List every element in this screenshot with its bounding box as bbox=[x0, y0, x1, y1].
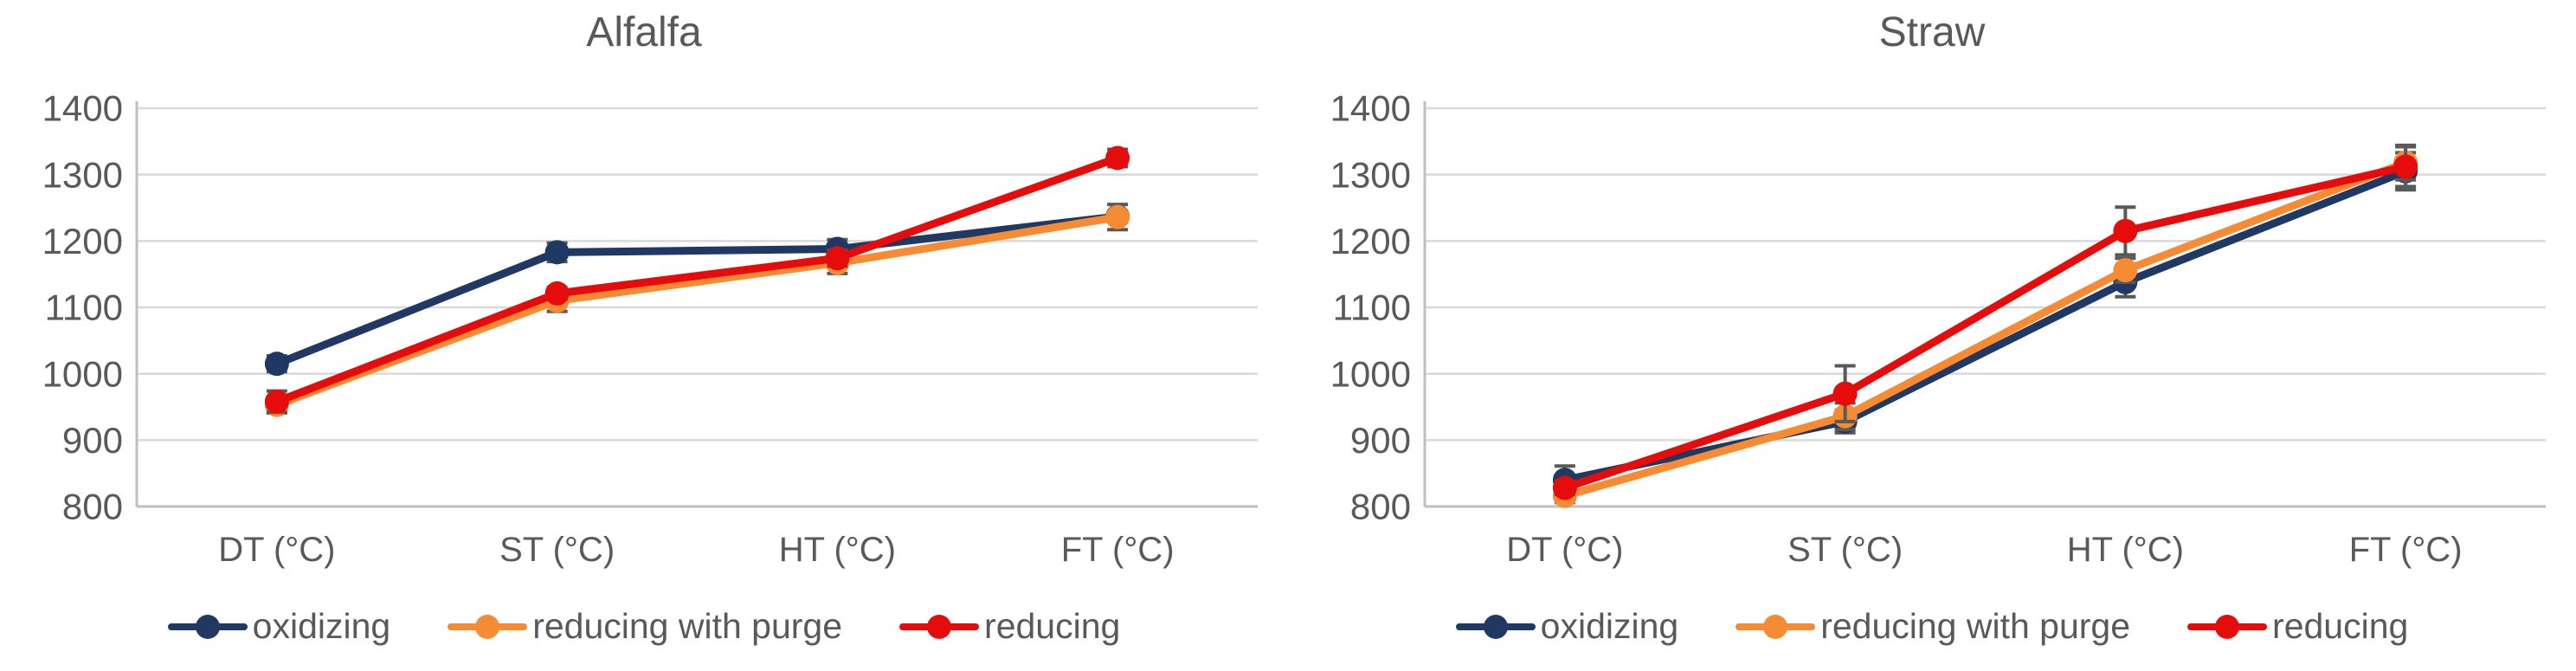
legend-item-reducing: reducing bbox=[2187, 606, 2408, 647]
x-category-label: ST (°C) bbox=[499, 531, 615, 569]
reducing-line-marker-icon bbox=[2187, 614, 2268, 640]
straw-chart-canvas: 800 900 1000 1100 1200 1300 1400 DT (°C) ST (°C)… bbox=[1330, 88, 2546, 569]
data-point-reducing bbox=[1832, 381, 1858, 406]
series-line-oxidizing bbox=[273, 212, 1122, 368]
legend-item-oxidizing: oxidizing bbox=[1455, 606, 1679, 647]
legend-item-reducing-with-purge: reducing with purge bbox=[1736, 606, 2130, 647]
y-tick-label: 900 bbox=[1350, 420, 1411, 461]
legend-item-reducing: reducing bbox=[899, 606, 1120, 647]
reducing-with-purge-line-marker-icon bbox=[1736, 614, 1816, 640]
reducing-line-marker-icon bbox=[899, 614, 980, 640]
data-point-reducing bbox=[1105, 145, 1130, 171]
y-tick-label: 1100 bbox=[45, 287, 123, 328]
data-point-reducing bbox=[825, 246, 850, 271]
x-category-label: DT (°C) bbox=[218, 531, 335, 569]
y-tick-label: 1100 bbox=[1333, 287, 1411, 328]
y-tick-label: 1200 bbox=[42, 221, 123, 261]
x-category-label: HT (°C) bbox=[2067, 531, 2184, 569]
x-category-label: ST (°C) bbox=[1787, 531, 1903, 569]
legend-label-reducing-with-purge: reducing with purge bbox=[1820, 606, 2131, 646]
series-line-reducing bbox=[273, 154, 1122, 406]
data-point-reducing bbox=[1552, 475, 1577, 500]
series-line-reducing-with-purge bbox=[273, 213, 1122, 410]
alfalfa-chart-canvas: 800 900 1000 1100 1200 1300 1400 DT (°C) ST (°C)… bbox=[42, 88, 1258, 569]
legend-item-reducing-with-purge: reducing with purge bbox=[448, 606, 842, 647]
alfalfa-legend: oxidizing reducing with purge reducing bbox=[0, 606, 1288, 647]
data-point-oxidizing bbox=[264, 352, 289, 377]
series-line-reducing bbox=[1561, 162, 2410, 493]
straw-chart-panel: 800 900 1000 1100 1200 1300 1400 DT (°C) ST (°C)… bbox=[1288, 0, 2576, 671]
y-tick-label: 800 bbox=[1350, 487, 1411, 527]
legend-label-reducing-with-purge: reducing with purge bbox=[532, 606, 843, 646]
reducing-with-purge-line-marker-icon bbox=[448, 614, 528, 640]
y-tick-label: 1000 bbox=[1330, 353, 1411, 394]
series-line-oxidizing bbox=[1561, 167, 2410, 484]
y-tick-label: 1400 bbox=[42, 88, 123, 129]
data-point-reducing-with-purge bbox=[2113, 258, 2138, 283]
x-category-label: HT (°C) bbox=[779, 531, 896, 569]
y-tick-label: 1400 bbox=[1330, 88, 1411, 129]
x-category-label: FT (°C) bbox=[1061, 531, 1175, 569]
data-point-reducing bbox=[2393, 154, 2418, 179]
x-category-label: DT (°C) bbox=[1506, 531, 1623, 569]
y-tick-label: 1300 bbox=[42, 154, 123, 195]
legend-label-oxidizing: oxidizing bbox=[1540, 606, 1679, 646]
legend-item-oxidizing: oxidizing bbox=[167, 606, 391, 647]
series-line-reducing-with-purge bbox=[1561, 158, 2410, 500]
legend-label-reducing: reducing bbox=[984, 606, 1121, 646]
straw-legend: oxidizing reducing with purge reducing bbox=[1288, 606, 2576, 647]
x-category-label: FT (°C) bbox=[2349, 531, 2463, 569]
y-tick-label: 1000 bbox=[42, 353, 123, 394]
oxidizing-line-marker-icon bbox=[167, 614, 248, 640]
oxidizing-line-marker-icon bbox=[1455, 614, 1536, 640]
alfalfa-chart-panel: 800 900 1000 1100 1200 1300 1400 DT (°C) ST (°C)… bbox=[0, 10, 1288, 647]
legend-label-oxidizing: oxidizing bbox=[252, 606, 391, 646]
data-point-oxidizing bbox=[544, 240, 570, 265]
y-tick-label: 900 bbox=[62, 420, 123, 461]
y-tick-label: 1200 bbox=[1330, 221, 1411, 261]
y-tick-label: 1300 bbox=[1330, 154, 1411, 195]
legend-label-reducing: reducing bbox=[2272, 606, 2409, 646]
data-point-reducing bbox=[264, 389, 289, 414]
data-point-reducing bbox=[2113, 218, 2138, 243]
data-point-reducing-with-purge bbox=[1105, 204, 1130, 229]
data-point-reducing bbox=[544, 281, 570, 306]
y-tick-label: 800 bbox=[62, 487, 123, 527]
